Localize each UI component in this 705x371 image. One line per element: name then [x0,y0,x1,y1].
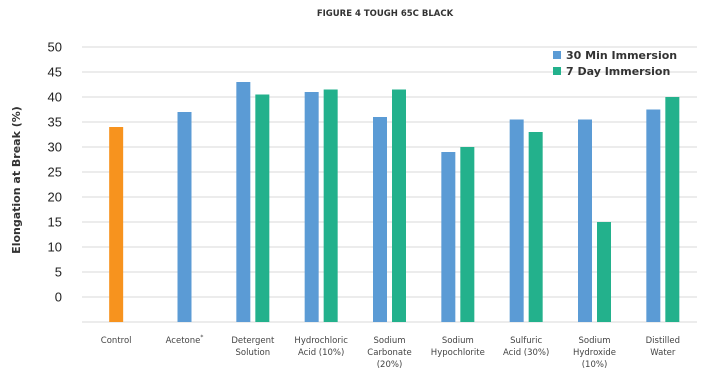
y-tick-label: 50 [48,40,62,55]
bar-control [109,127,124,322]
y-tick-label: 0 [55,290,62,305]
legend-swatch [553,67,561,75]
legend-label: 7 Day Immersion [566,65,670,78]
bar-30-min [304,92,319,322]
bar-7-day [392,89,406,322]
x-tick-label: Sodium Hypochlorite [431,336,485,358]
y-tick-label: 10 [48,240,62,255]
x-tick-label: Sulfuric Acid (30%) [503,336,549,358]
x-tick-label: Sodium Hydroxide (10%) [573,336,616,370]
y-tick-label: 5 [55,265,62,280]
bar-30-min [236,82,251,322]
bar-30-min [177,112,192,322]
y-tick-label: 45 [48,65,62,80]
y-tick-label: 25 [48,165,62,180]
chart-title: FIGURE 4 TOUGH 65C BLACK [317,9,454,19]
y-tick-label: 15 [48,215,62,230]
x-tick-label: Distilled Water [646,336,680,358]
bar-30-min [509,119,524,322]
y-tick-label: 40 [48,90,62,105]
x-tick-label: Sodium Carbonate (20%) [367,336,411,370]
bar-30-min [578,119,592,322]
bars [109,82,680,322]
bar-7-day [528,132,543,322]
bar-7-day [665,97,680,322]
legend: 30 Min Immersion 7 Day Immersion [553,49,677,78]
x-tick-label: Acetone* [166,334,204,346]
legend-swatch [553,51,561,59]
legend-label: 30 Min Immersion [566,49,677,62]
y-tick-label: 20 [48,190,62,205]
y-tick-label: 35 [48,115,62,130]
x-tick-label: Hydrochloric Acid (10%) [294,336,348,358]
x-tick-labels: Control Acetone* Detergent Solution Hydrochl… [101,334,680,370]
bar-7-day [323,89,338,322]
bar-30-min [646,109,661,322]
x-tick-label: Control [101,336,132,346]
y-tick-labels: 0 5 10 15 20 25 30 35 40 45 50 [48,40,62,305]
x-tick-label: Detergent Solution [231,336,275,358]
bar-7-day [255,94,270,322]
bar-30-min [441,152,456,322]
bar-7-day [460,147,475,322]
y-axis-label: Elongation at Break (%) [10,106,23,254]
y-tick-label: 30 [48,140,62,155]
bar-7-day [597,222,611,322]
bar-30-min [373,117,387,322]
